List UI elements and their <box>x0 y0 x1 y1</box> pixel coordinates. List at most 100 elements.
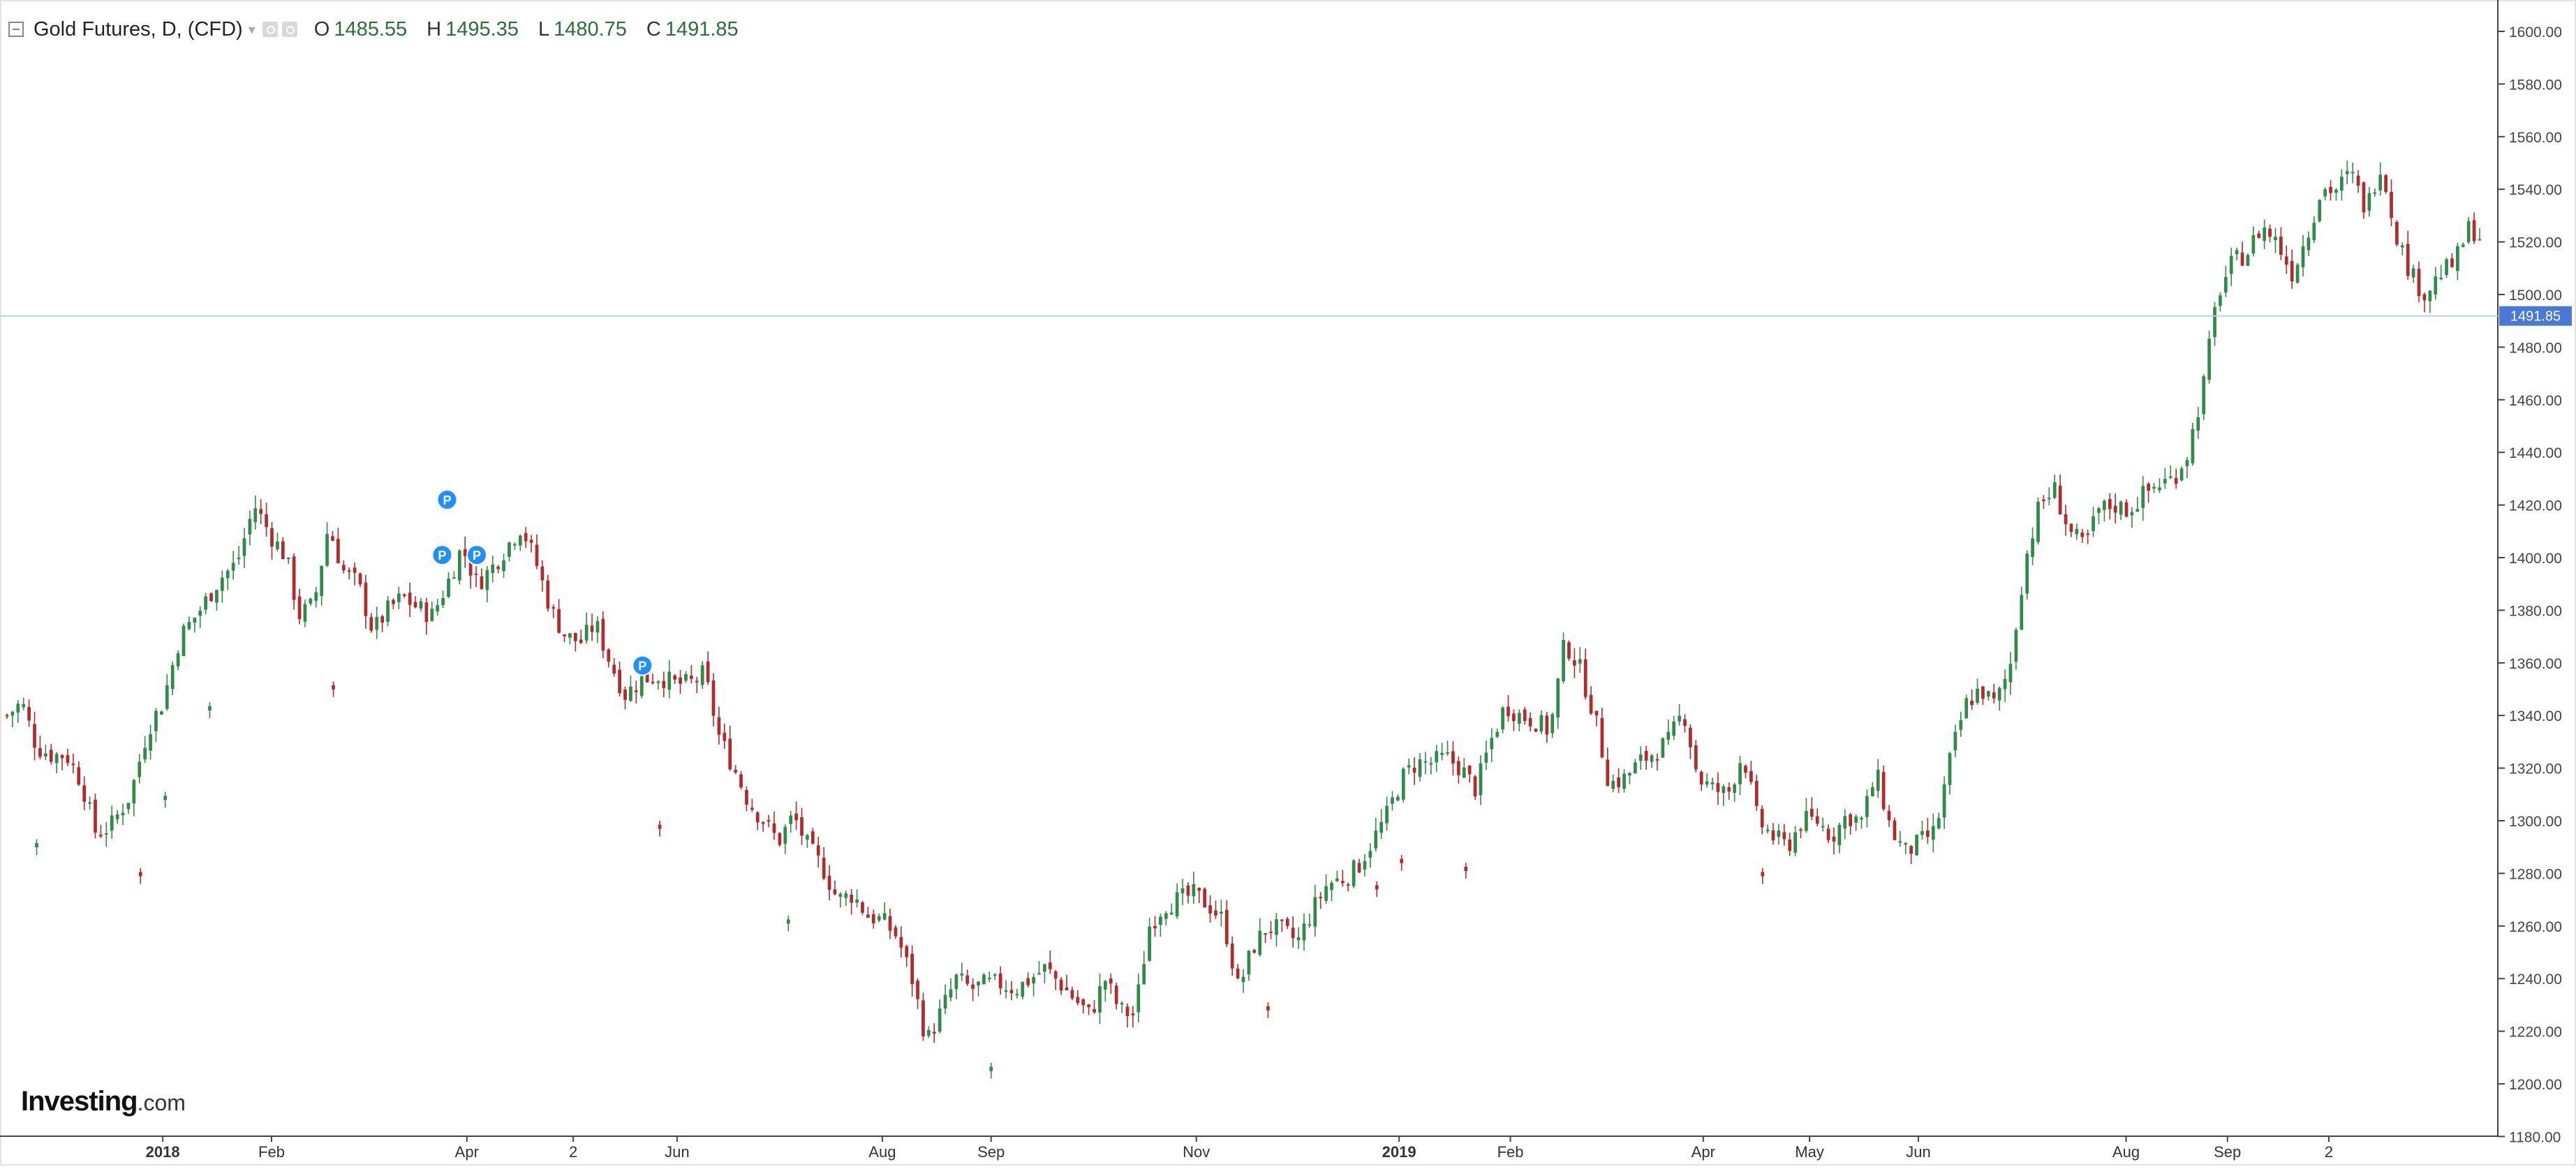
candle-body <box>1230 943 1234 969</box>
candle-body <box>1375 885 1379 890</box>
candle-body <box>303 604 307 622</box>
candle-body <box>2174 477 2178 484</box>
candle-body <box>1308 924 1312 926</box>
candle-body <box>1423 761 1428 763</box>
candle-body <box>154 710 158 731</box>
last-price-label: 1491.85 <box>2510 309 2561 325</box>
symbol-title[interactable]: Gold Futures, D, (CFD) <box>34 17 243 40</box>
candle-body <box>772 823 776 833</box>
candle-body <box>2003 678 2007 690</box>
candle-body <box>2450 258 2454 267</box>
time-tick-label: Sep <box>2214 1143 2241 1161</box>
candle-body <box>2434 276 2438 295</box>
candle-body <box>1037 973 1041 975</box>
candle-body <box>1324 886 1328 901</box>
candle-body <box>215 590 219 603</box>
candle-body <box>1076 997 1080 1003</box>
event-marker-label: P <box>438 549 446 563</box>
candle-body <box>480 576 484 589</box>
candle-body <box>855 899 859 903</box>
candle-body <box>1749 770 1753 782</box>
candle-body <box>447 579 450 597</box>
candle-body <box>187 622 191 630</box>
candle-body <box>2461 244 2465 247</box>
candle-body <box>2080 533 2085 537</box>
candle-body <box>2097 508 2101 513</box>
candle-body <box>1346 884 1350 886</box>
candle-body <box>1887 810 1891 821</box>
candle-body <box>1710 782 1715 784</box>
price-tick-label: 1540.00 <box>2509 182 2562 198</box>
candle-body <box>320 566 324 596</box>
candle-body <box>2108 498 2112 509</box>
candle-body <box>595 621 600 633</box>
candle-body <box>2207 338 2211 380</box>
candle-body <box>1009 990 1014 993</box>
candle-body <box>22 704 26 708</box>
candle-body <box>910 953 914 985</box>
price-tick-label: 1180.00 <box>2509 1129 2561 1145</box>
candle-body <box>331 536 334 541</box>
time-tick-label: Sep <box>977 1143 1005 1161</box>
candle-body <box>1981 686 1985 699</box>
candle-body <box>1832 836 1836 842</box>
candle-body <box>1302 923 1306 941</box>
candle-body <box>1843 816 1847 829</box>
candle-body <box>2052 482 2057 498</box>
close-value: 1491.85 <box>665 17 739 40</box>
candle-body <box>38 747 42 757</box>
candle-body <box>987 977 991 979</box>
candle-body <box>2478 239 2482 241</box>
candle-body <box>938 1008 942 1032</box>
candle-body <box>2020 595 2024 630</box>
candle-body <box>176 653 180 667</box>
price-tick-label: 1240.00 <box>2509 971 2562 988</box>
candle-body <box>2456 246 2459 271</box>
candle-body <box>612 664 616 673</box>
logo-main: Investing <box>21 1086 138 1117</box>
candle-body <box>1893 820 1897 840</box>
event-marker <box>632 655 653 676</box>
candle-body <box>1738 763 1742 784</box>
price-tick-label: 1560.00 <box>2509 130 2562 146</box>
candle-body <box>231 563 235 571</box>
candle-body <box>2422 294 2427 301</box>
candle-body <box>667 671 672 690</box>
candle-body <box>1374 831 1378 849</box>
candle-body <box>1716 783 1720 792</box>
candle-body <box>419 601 423 609</box>
candle-body <box>1633 762 1637 774</box>
candle-body <box>1594 710 1599 716</box>
candle-body <box>1435 751 1439 763</box>
time-tick-label: May <box>1795 1143 1824 1161</box>
candle-body <box>1098 985 1102 1013</box>
candle-body <box>1220 911 1223 914</box>
settings-icon[interactable] <box>262 22 278 37</box>
candle-body <box>2345 171 2349 174</box>
low-label: L <box>538 17 550 40</box>
candle-body <box>1087 1004 1090 1008</box>
collapse-icon[interactable] <box>8 22 24 37</box>
candle-body <box>1208 905 1212 914</box>
candle-body <box>2439 277 2443 279</box>
price-tick-label: 1280.00 <box>2509 866 2562 882</box>
candle-body <box>552 606 556 609</box>
price-axis: 1600.00 1580.00 1560.00 1540.00 1520.00 1500.… <box>2498 24 2562 1145</box>
candle-body <box>977 981 980 985</box>
candle-body <box>424 602 429 623</box>
candle-body <box>2092 516 2095 531</box>
candle-body <box>2158 487 2161 491</box>
candle-body <box>16 703 20 713</box>
candle-body <box>1026 978 1030 985</box>
candle-body <box>684 673 688 681</box>
gear-icon[interactable] <box>281 22 297 37</box>
chevron-down-icon[interactable]: ▾ <box>248 22 256 38</box>
investing-logo: Investing.com <box>21 1086 186 1117</box>
candle-body <box>441 597 445 605</box>
candle-body <box>1401 768 1405 800</box>
candle-body <box>651 681 655 683</box>
candle-body <box>656 681 660 683</box>
candle-body <box>1683 719 1687 727</box>
candle-body <box>882 913 887 920</box>
